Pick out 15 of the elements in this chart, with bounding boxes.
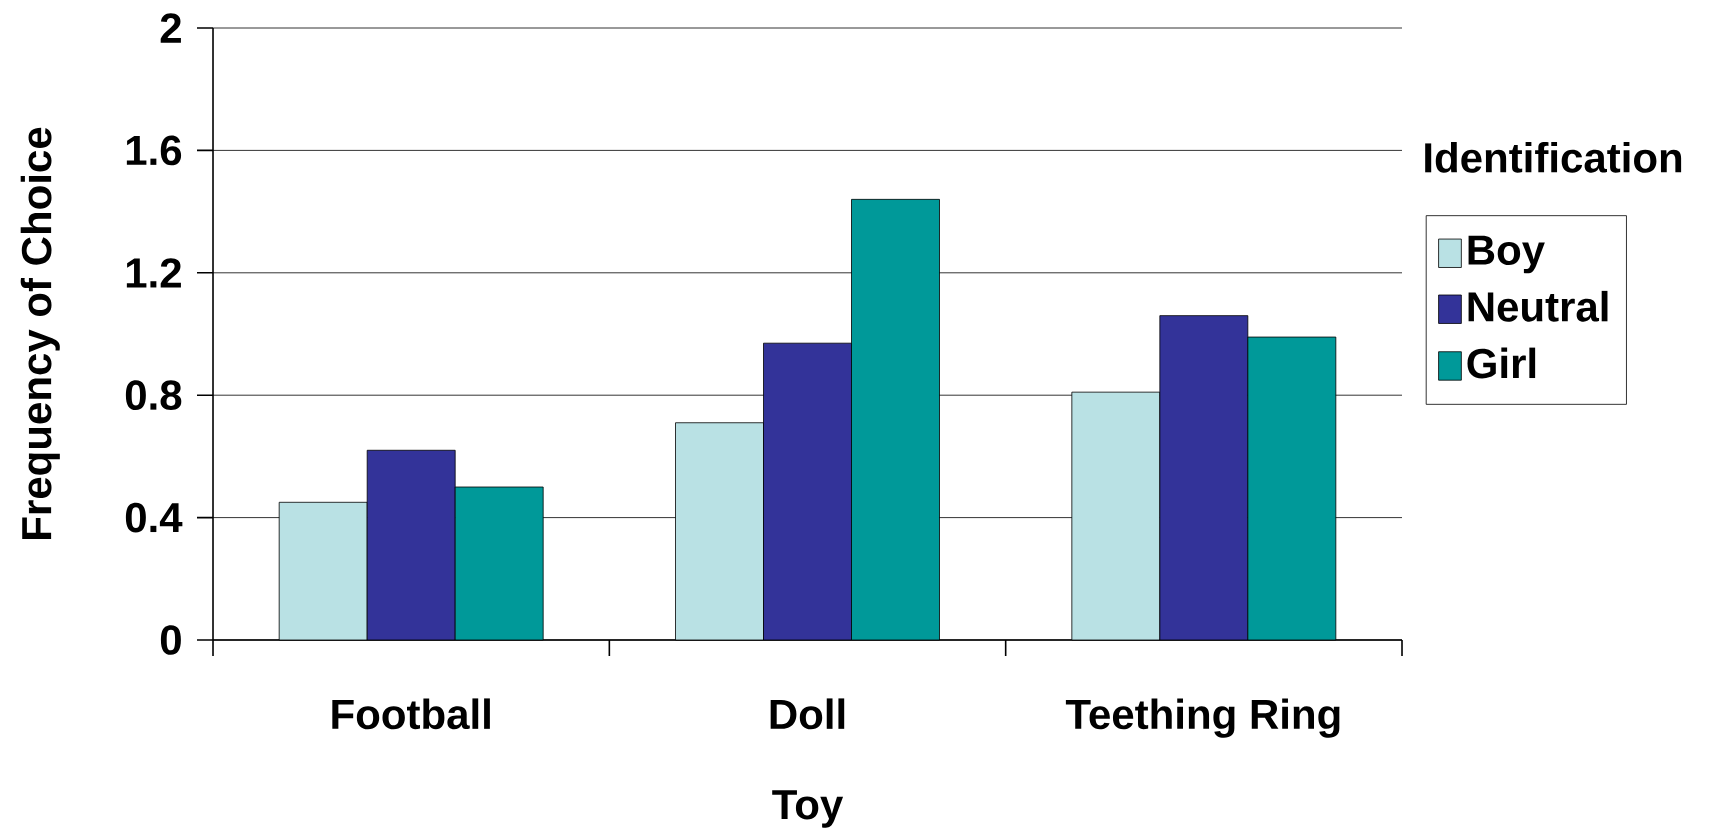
x-axis-title: Toy [772, 790, 844, 828]
y-tick-label: 0.4 [125, 502, 183, 533]
y-tick-label: 1.2 [126, 258, 181, 288]
x-tick-label: Football [332, 698, 490, 730]
x-tick-label: Doll [770, 698, 845, 730]
legend-label: Boy [1468, 235, 1545, 274]
x-tick-label: Teething Ring [1065, 698, 1340, 738]
legend-label: Girl [1467, 347, 1536, 379]
y-tick-label: 0 [160, 625, 181, 655]
y-axis-title: Frequency of Choice [20, 127, 60, 539]
legend-label: Neutral [1468, 290, 1608, 322]
y-tick-label: 0.8 [125, 380, 182, 411]
y-tick-label: 1.6 [126, 135, 182, 166]
legend-title: Identification [1425, 141, 1682, 173]
y-tick-label: 2 [160, 13, 181, 43]
